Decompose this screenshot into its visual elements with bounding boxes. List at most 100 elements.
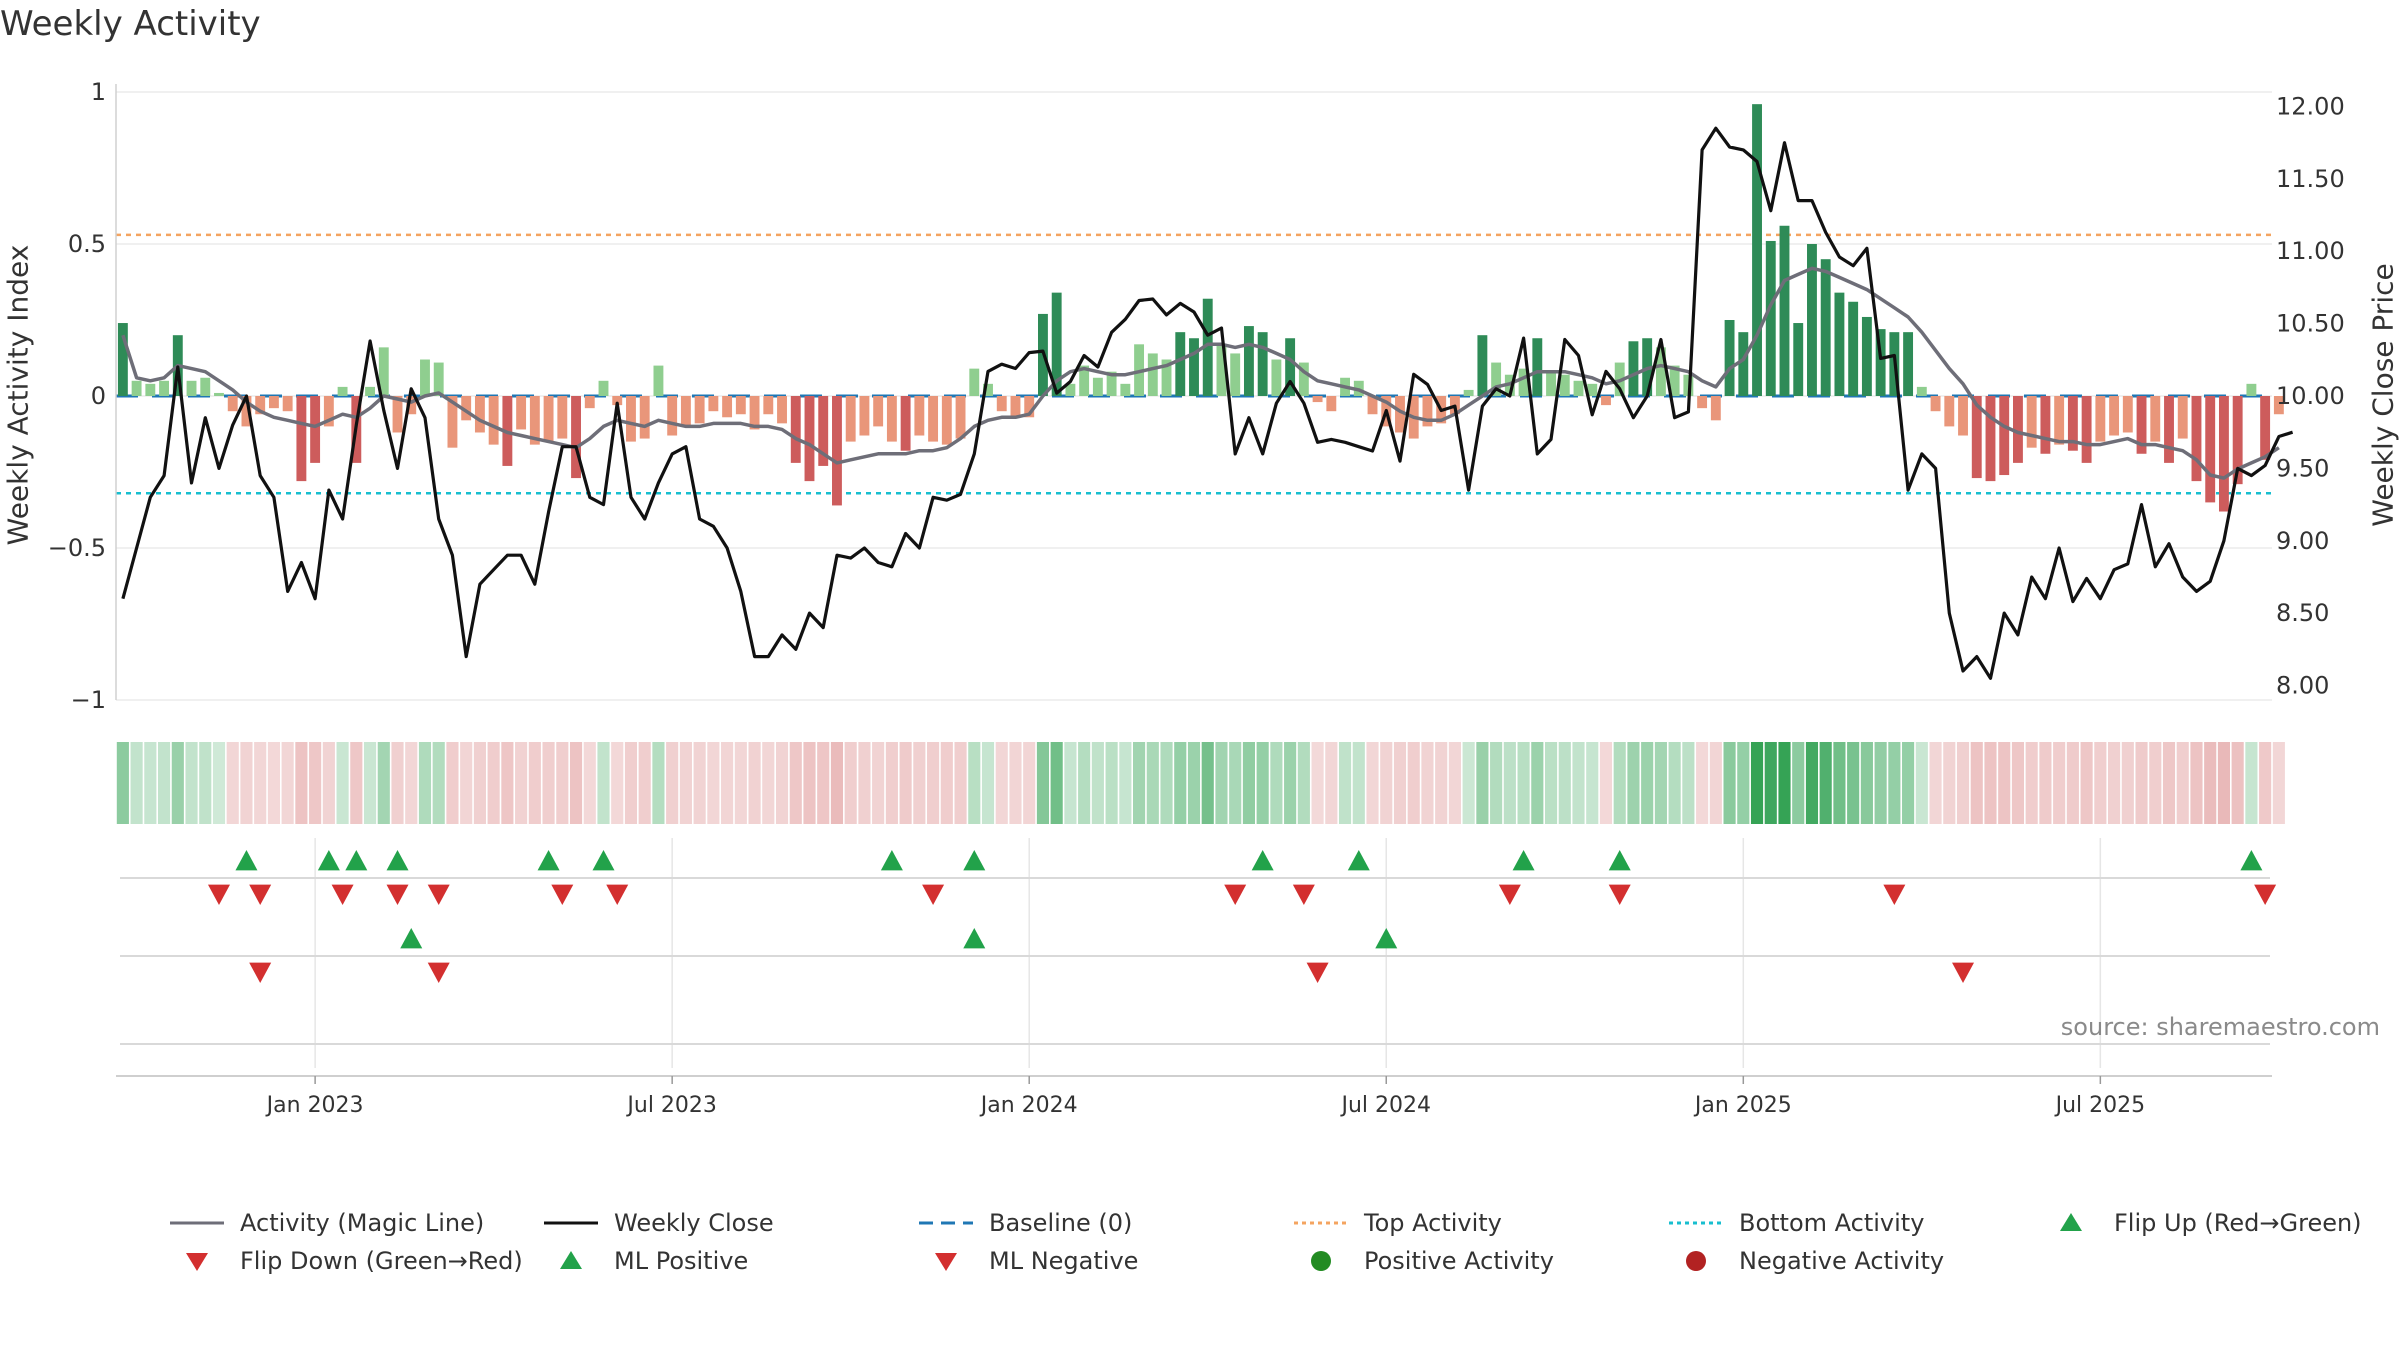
- series-lines: [121, 126, 2294, 680]
- heat-strip-cell: [1338, 742, 1352, 824]
- heat-strip-cell: [1503, 742, 1516, 824]
- heat-strip-cell: [1572, 742, 1585, 824]
- activity-bar: [1147, 353, 1158, 396]
- heat-strip-cell: [2272, 742, 2285, 824]
- flip-up-marker: [2240, 850, 2263, 871]
- activity-bar: [2122, 396, 2133, 433]
- heat-strip-cell: [858, 742, 871, 824]
- activity-bar: [2109, 396, 2120, 436]
- activity-bar: [2040, 396, 2051, 454]
- flip-down-marker: [386, 884, 409, 905]
- heat-strip-cell: [1064, 742, 1077, 824]
- activity-bar: [1024, 396, 1035, 418]
- activity-bar: [1834, 292, 1845, 396]
- heat-strip-cell: [1009, 742, 1022, 824]
- y-tick-label: −1: [71, 686, 106, 714]
- heat-strip-cell: [542, 742, 555, 824]
- activity-bar: [255, 396, 266, 415]
- legend-bottom-activity: Bottom Activity: [1665, 1205, 1924, 1241]
- activity-bar: [1985, 396, 1996, 482]
- legend-label: Activity (Magic Line): [240, 1209, 485, 1237]
- flip-up-marker: [345, 850, 368, 871]
- activity-bar: [2026, 396, 2037, 448]
- flip-up-marker: [1251, 850, 1274, 871]
- heat-strip-cell: [350, 742, 363, 824]
- activity-bar: [200, 377, 211, 396]
- activity-bar: [694, 396, 705, 424]
- heat-strip-cell: [377, 742, 390, 824]
- heat-strip-cell: [1435, 742, 1448, 824]
- activity-bar: [749, 396, 760, 430]
- heat-strip-cell: [1146, 742, 1159, 824]
- activity-bar: [1106, 371, 1117, 396]
- legend-label: Top Activity: [1364, 1209, 1502, 1237]
- legend-dotted-swatch: [1294, 1221, 1348, 1225]
- heat-strip-cell: [885, 742, 898, 824]
- activity-bar: [914, 396, 925, 436]
- activity-bar: [516, 396, 527, 430]
- activity-bar: [571, 396, 581, 479]
- heat-strip-cell: [1174, 742, 1187, 824]
- heat-strip-cell: [1284, 742, 1297, 824]
- heat-strip-cell: [1407, 742, 1420, 824]
- flip-up-marker: [592, 850, 615, 871]
- activity-bar: [983, 383, 993, 396]
- heat-strip-cell: [1050, 742, 1063, 824]
- heat-strip-cell: [1421, 742, 1434, 824]
- heat-strip-cell: [199, 742, 212, 824]
- activity-bar: [2205, 396, 2216, 503]
- activity-bar: [612, 396, 623, 406]
- flip-down-marker: [331, 884, 354, 905]
- flip-up-marker: [1347, 850, 1370, 871]
- heat-strip-cell: [1229, 742, 1242, 824]
- y-tick-label: 0.5: [68, 230, 106, 258]
- activity-bar: [845, 396, 856, 442]
- y2-tick-label: 11.00: [2276, 237, 2345, 265]
- heat-strip-cell: [391, 742, 404, 824]
- activity-bar: [117, 323, 128, 396]
- activity-bar: [2164, 396, 2174, 463]
- heat-strip-cell: [2080, 742, 2093, 824]
- flip-down-marker: [551, 884, 574, 905]
- activity-bar: [2081, 396, 2092, 463]
- activity-bar: [941, 396, 952, 445]
- activity-bar: [337, 386, 348, 396]
- activity-bar: [1601, 396, 1611, 406]
- y-tick-label: 1: [91, 78, 106, 106]
- flip-down-marker: [1608, 884, 1631, 905]
- activity-bar: [323, 396, 334, 427]
- activity-bar: [708, 396, 719, 412]
- flip-up-marker: [537, 850, 560, 871]
- y2-tick-label: 11.50: [2276, 165, 2345, 193]
- triangle-up-icon: [2060, 1213, 2082, 1231]
- activity-bar: [1793, 323, 1804, 396]
- ml-negative-marker: [1306, 962, 1329, 983]
- heat-strip-cell: [2039, 742, 2052, 824]
- ml-positive-marker: [1375, 928, 1398, 949]
- heat-strip-cell: [844, 742, 857, 824]
- grid-layer: [116, 91, 2272, 1068]
- heat-strip-cell: [487, 742, 500, 824]
- heat-strip-cell: [267, 742, 280, 824]
- heat-strip-cell: [1654, 742, 1667, 824]
- heat-strip-cell: [721, 742, 734, 824]
- heat-strip-cell: [1119, 742, 1132, 824]
- heat-strip-cell: [1943, 742, 1956, 824]
- activity-bar: [186, 380, 197, 396]
- legend-weekly-close: Weekly Close: [540, 1205, 774, 1241]
- flip-down-marker: [249, 884, 272, 905]
- heat-strip-cell: [1078, 742, 1091, 824]
- activity-bar: [1587, 383, 1598, 396]
- ml-positive-marker: [400, 928, 423, 949]
- activity-bar: [296, 396, 307, 482]
- heat-strip-cell: [1915, 742, 1928, 824]
- heat-strip-cell: [501, 742, 514, 824]
- ml-negative-marker: [1952, 962, 1975, 983]
- legend-negative-activity: Negative Activity: [1665, 1243, 1944, 1279]
- heat-strip-cell: [1531, 742, 1544, 824]
- heat-strip-cell: [2231, 742, 2244, 824]
- legend-dotted-swatch: [1669, 1221, 1723, 1225]
- heat-strip-cell: [1297, 742, 1310, 824]
- heat-strip-cell: [2259, 742, 2272, 824]
- activity-bar: [955, 396, 966, 439]
